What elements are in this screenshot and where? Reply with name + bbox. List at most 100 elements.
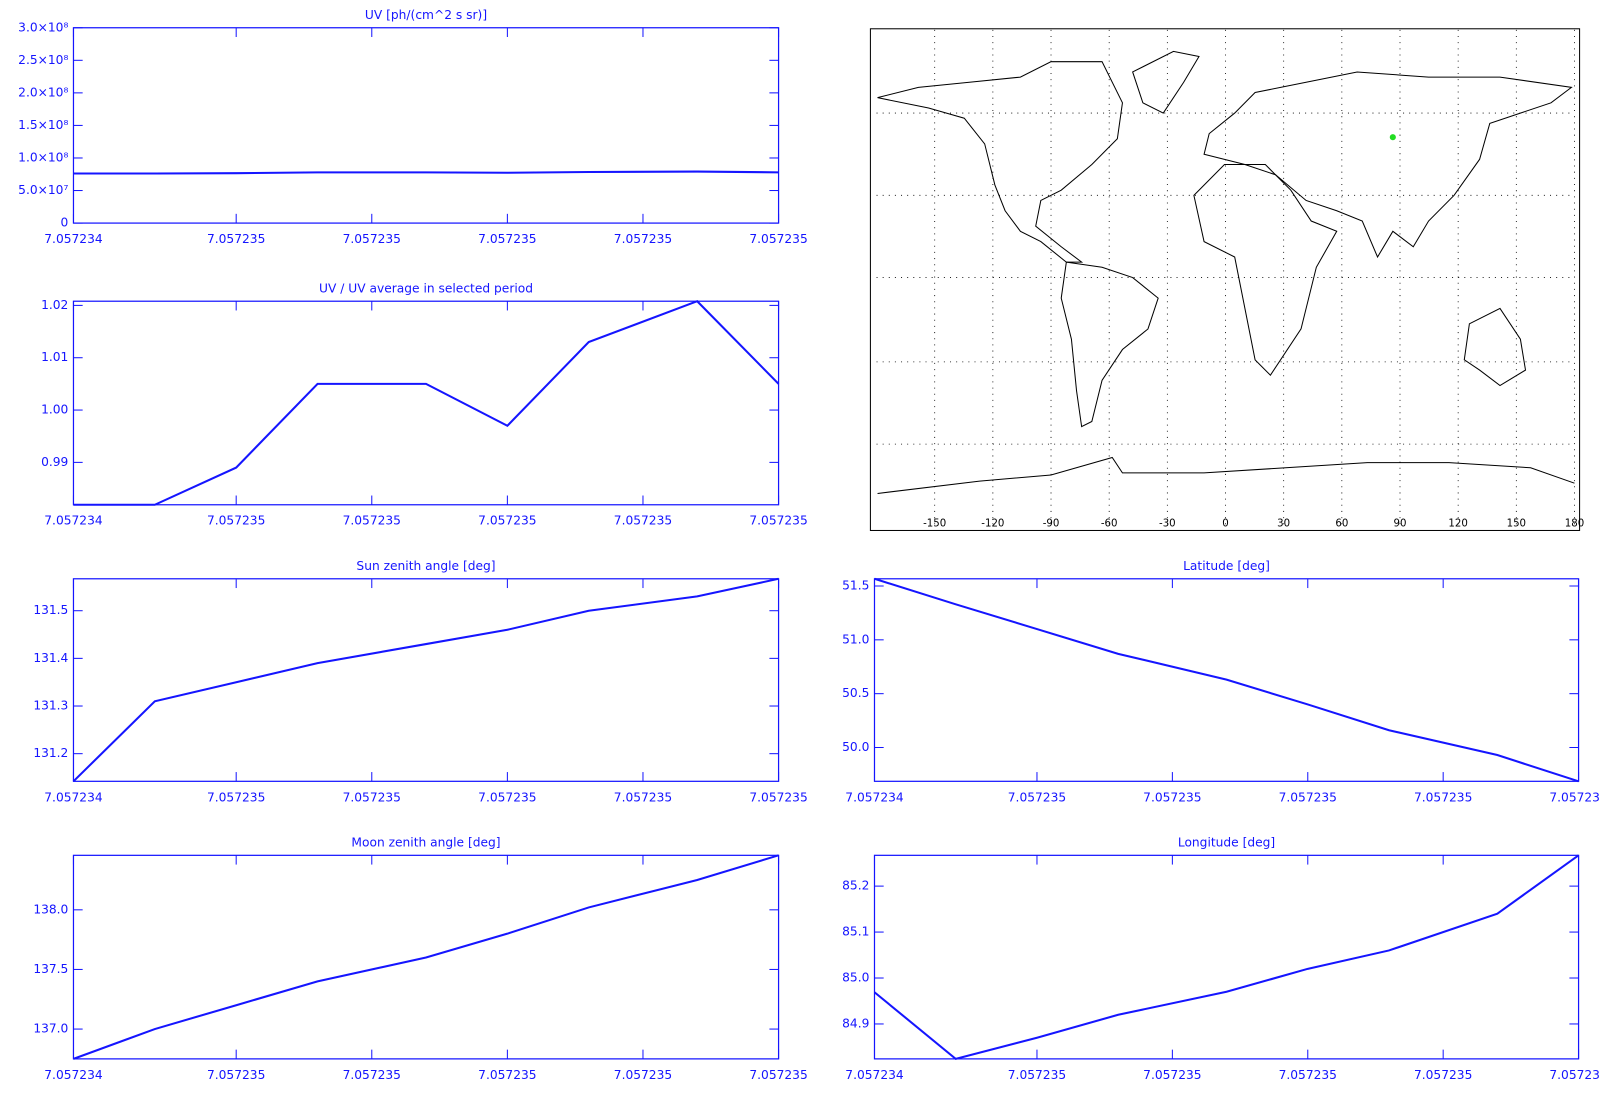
y-tick-label: 50.5 (842, 686, 869, 700)
x-tick-label: -60 (1101, 517, 1118, 529)
y-tick-label: 85.2 (842, 879, 869, 893)
x-tick-label: 7.057235 (207, 514, 265, 528)
x-tick-label: 7.057235 (614, 232, 672, 246)
plot-frame (72, 300, 780, 506)
data-line (72, 577, 779, 783)
x-tick-label: 7.057235 (343, 790, 401, 804)
x-tick-label: 7.057235 (614, 514, 672, 528)
y-tick-label: 131.2 (33, 746, 68, 760)
y-tick-label: 85.1 (842, 925, 869, 939)
x-tick-label: 7.057235 (1143, 790, 1201, 804)
y-tick-label: 131.4 (33, 651, 68, 665)
x-tick-label: 7.057235 (749, 514, 807, 528)
plot-frame (873, 854, 1580, 1060)
y-tick-label: 1.5×10⁸ (18, 118, 68, 132)
map-frame (869, 28, 1581, 531)
chart-title: Sun zenith angle [deg] (356, 559, 495, 573)
y-tick-label: 131.5 (33, 603, 68, 617)
chart-panel: Latitude [deg] 7.057234 7.057235 7.057235 7.… (842, 559, 1600, 804)
south-america (1060, 261, 1159, 428)
y-tick-label: 51.5 (842, 578, 869, 592)
chart-title: Moon zenith angle [deg] (351, 835, 500, 849)
y-tick-label: 3.0×10⁸ (18, 20, 68, 34)
plot-frame (72, 578, 780, 782)
x-tick-label: 120 (1448, 517, 1467, 529)
y-tick-label: 2.5×10⁸ (18, 53, 68, 67)
y-tick-label: 0.99 (41, 455, 68, 469)
africa (1193, 163, 1338, 377)
x-tick-label: 7.057235 (1279, 1068, 1337, 1082)
x-tick-label: 7.057235 (1549, 1068, 1600, 1082)
x-tick-label: 90 (1394, 517, 1407, 529)
x-tick-label: 7.057235 (749, 1068, 807, 1082)
y-tick-label: 1.00 (41, 403, 68, 417)
x-tick-label: 7.057235 (343, 1068, 401, 1082)
chart-title: Longitude [deg] (1178, 835, 1275, 849)
y-tick-label: 1.0×10⁸ (18, 150, 68, 164)
x-tick-label: 180 (1565, 517, 1584, 529)
data-line (73, 170, 779, 175)
y-tick-label: 1.01 (41, 350, 68, 364)
north-america (877, 61, 1123, 263)
y-tick-label: 137.5 (33, 962, 68, 976)
x-tick-label: 7.057235 (1414, 1068, 1472, 1082)
chart-panel: Sun zenith angle [deg] 7.057234 7.057235 7.… (33, 559, 807, 804)
y-tick-label: 138.0 (33, 902, 68, 916)
chart-panel: Longitude [deg] 7.057234 7.057235 7.057235 7… (842, 835, 1600, 1081)
chart-panel: UV [ph/(cm^2 s sr)] 7.057234 7.057235 7.057… (18, 8, 808, 246)
x-tick-label: 7.057235 (749, 790, 807, 804)
chart-title: UV [ph/(cm^2 s sr)] (365, 8, 487, 22)
data-line (874, 577, 1579, 783)
x-tick-label: 30 (1277, 517, 1290, 529)
x-tick-label: 7.057235 (1279, 790, 1337, 804)
x-tick-label: 7.057234 (845, 790, 904, 804)
x-tick-label: 7.057235 (207, 1068, 265, 1082)
x-tick-label: 7.057235 (614, 1068, 672, 1082)
y-tick-label: 5.0×10⁷ (18, 183, 68, 197)
australia (1463, 307, 1527, 387)
x-tick-label: 7.057235 (478, 790, 536, 804)
y-tick-label: 84.9 (842, 1016, 869, 1030)
y-tick-label: 51.0 (842, 632, 869, 646)
x-tick-label: -150 (923, 517, 946, 529)
y-tick-label: 131.3 (33, 698, 68, 712)
chart-panel: -150 -120 -90 -60 -30 0 30 60 90 120 150 180 (923, 29, 1584, 529)
y-tick-label: 2.0×10⁸ (18, 85, 68, 99)
x-tick-label: 7.057235 (478, 1068, 536, 1082)
data-line (873, 854, 1580, 1061)
chart-title: UV / UV average in selected period (319, 281, 533, 295)
chart-panel: Moon zenith angle [deg] 7.057234 7.057235 7… (33, 835, 807, 1081)
x-tick-label: 7.057235 (207, 790, 265, 804)
plot-frame (873, 578, 1580, 782)
x-tick-label: -120 (981, 517, 1004, 529)
x-tick-label: -90 (1043, 517, 1060, 529)
x-tick-label: 7.057234 (44, 232, 103, 246)
y-tick-label: 50.0 (842, 740, 869, 754)
x-tick-label: 7.057235 (614, 790, 672, 804)
position-marker (1389, 134, 1396, 141)
x-tick-label: 7.057235 (478, 514, 536, 528)
x-tick-label: 7.057235 (343, 232, 401, 246)
y-tick-label: 137.0 (33, 1022, 68, 1036)
x-tick-label: 7.057235 (749, 232, 807, 246)
y-tick-label: 85.0 (842, 970, 869, 984)
x-tick-label: -30 (1159, 517, 1176, 529)
chart-title: Latitude [deg] (1183, 559, 1270, 573)
data-line (73, 300, 780, 506)
y-tick-label: 1.02 (41, 298, 68, 312)
greenland (1132, 50, 1200, 114)
x-tick-label: 7.057234 (44, 1068, 103, 1082)
x-tick-label: 7.057234 (44, 514, 103, 528)
data-line (73, 854, 779, 1060)
x-tick-label: 7.057234 (44, 790, 103, 804)
eurasia (1203, 71, 1573, 259)
x-tick-label: 7.057235 (343, 514, 401, 528)
x-tick-label: 0 (1222, 517, 1228, 529)
x-tick-label: 7.057235 (1008, 1068, 1066, 1082)
x-tick-label: 7.057235 (1143, 1068, 1201, 1082)
x-tick-label: 7.057235 (207, 232, 265, 246)
x-tick-label: 7.057234 (845, 1068, 904, 1082)
x-tick-label: 150 (1507, 517, 1526, 529)
